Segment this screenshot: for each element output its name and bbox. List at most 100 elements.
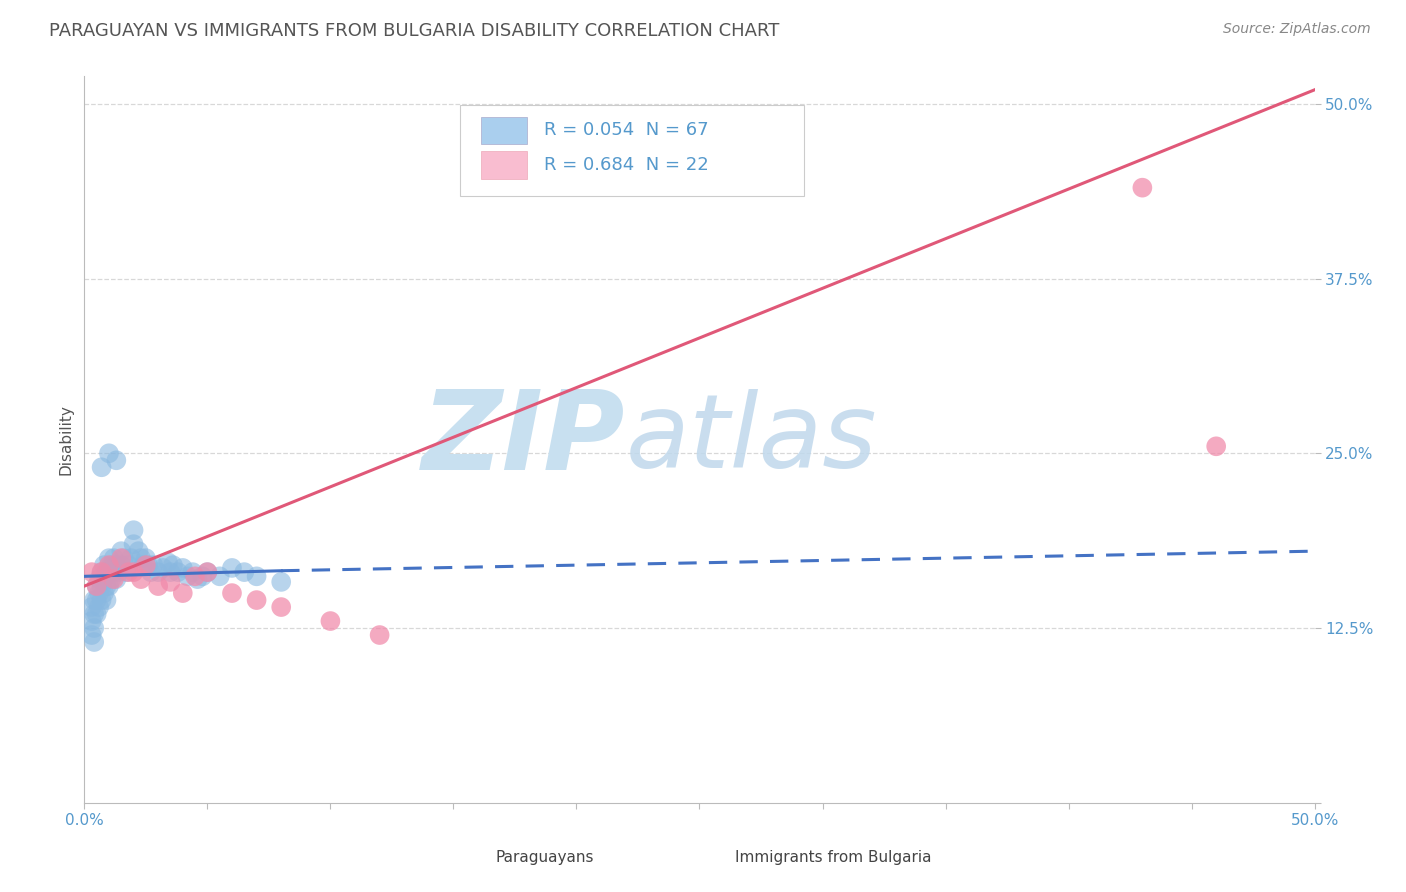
Point: [128, 544, 150, 558]
Point: [186, 572, 209, 586]
Point: [270, 574, 292, 589]
Point: [98, 558, 120, 573]
Point: [90, 593, 112, 607]
Point: [166, 565, 188, 579]
Point: [86, 607, 108, 621]
Point: [142, 558, 165, 573]
Point: [96, 565, 118, 579]
Point: [87, 572, 111, 586]
Point: [87, 586, 111, 600]
Point: [246, 593, 269, 607]
Point: [96, 579, 118, 593]
Point: [129, 551, 152, 566]
Point: [1130, 180, 1153, 194]
Point: [105, 558, 128, 573]
Point: [319, 614, 342, 628]
Point: [135, 558, 157, 573]
FancyBboxPatch shape: [481, 152, 527, 179]
Point: [110, 544, 132, 558]
Point: [246, 569, 269, 583]
Point: [157, 555, 180, 569]
Text: ZIP: ZIP: [422, 386, 626, 492]
Point: [80, 628, 103, 642]
Point: [105, 572, 128, 586]
Point: [90, 565, 112, 579]
Point: [90, 565, 112, 579]
Point: [112, 551, 135, 566]
Point: [110, 551, 132, 566]
Text: PARAGUAYAN VS IMMIGRANTS FROM BULGARIA DISABILITY CORRELATION CHART: PARAGUAYAN VS IMMIGRANTS FROM BULGARIA D…: [49, 22, 779, 40]
Point: [132, 558, 155, 573]
Point: [103, 565, 125, 579]
FancyBboxPatch shape: [447, 847, 488, 868]
Point: [80, 614, 103, 628]
Point: [80, 565, 103, 579]
Point: [118, 565, 141, 579]
Point: [368, 628, 391, 642]
Text: Source: ZipAtlas.com: Source: ZipAtlas.com: [1223, 22, 1371, 37]
Point: [148, 565, 170, 579]
Point: [110, 558, 132, 573]
Point: [86, 579, 108, 593]
Text: R = 0.054  N = 67: R = 0.054 N = 67: [544, 121, 709, 139]
Point: [98, 579, 120, 593]
Text: R = 0.684  N = 22: R = 0.684 N = 22: [544, 156, 709, 174]
Point: [108, 565, 131, 579]
Point: [221, 561, 243, 575]
Point: [139, 565, 162, 579]
Point: [90, 460, 112, 475]
Point: [96, 593, 118, 607]
Point: [93, 572, 115, 586]
FancyBboxPatch shape: [481, 117, 527, 145]
Point: [172, 586, 194, 600]
Point: [197, 565, 219, 579]
Point: [159, 574, 181, 589]
Point: [270, 600, 292, 615]
Point: [122, 565, 145, 579]
Point: [83, 607, 105, 621]
Text: Paraguayans: Paraguayans: [495, 850, 593, 865]
Point: [181, 565, 204, 579]
Point: [152, 561, 174, 575]
Y-axis label: Disability: Disability: [58, 404, 73, 475]
Point: [86, 593, 108, 607]
Point: [98, 565, 120, 579]
Point: [148, 579, 170, 593]
Point: [98, 551, 120, 566]
Point: [118, 558, 141, 573]
Point: [98, 446, 120, 460]
Point: [105, 453, 128, 467]
Point: [83, 593, 105, 607]
FancyBboxPatch shape: [688, 847, 728, 868]
Point: [93, 586, 115, 600]
Point: [191, 569, 214, 583]
Point: [172, 561, 194, 575]
Point: [100, 558, 122, 573]
Point: [122, 537, 145, 551]
Point: [90, 579, 112, 593]
Point: [86, 579, 108, 593]
Point: [221, 586, 243, 600]
Text: atlas: atlas: [626, 389, 877, 490]
Point: [103, 572, 125, 586]
Point: [177, 569, 200, 583]
Point: [100, 572, 122, 586]
Point: [159, 565, 181, 579]
Point: [80, 600, 103, 615]
Point: [197, 565, 219, 579]
Point: [115, 565, 138, 579]
Text: Immigrants from Bulgaria: Immigrants from Bulgaria: [735, 850, 932, 865]
Point: [233, 565, 256, 579]
Point: [120, 551, 142, 566]
Point: [83, 635, 105, 649]
Point: [93, 558, 115, 573]
Point: [208, 569, 231, 583]
FancyBboxPatch shape: [460, 105, 804, 195]
Point: [83, 621, 105, 635]
Point: [162, 558, 184, 573]
Point: [103, 551, 125, 566]
Point: [135, 551, 157, 566]
Point: [184, 569, 207, 583]
Point: [138, 558, 160, 573]
Point: [129, 572, 152, 586]
